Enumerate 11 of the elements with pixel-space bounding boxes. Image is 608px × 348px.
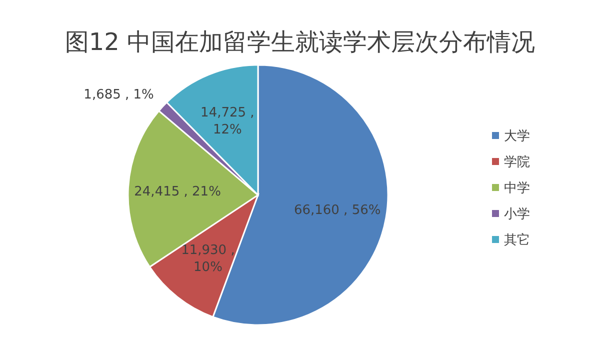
data-label: 24,415 , 21%: [134, 184, 221, 200]
legend-label: 小学: [504, 207, 530, 222]
legend-label: 其它: [504, 232, 530, 248]
legend-label: 中学: [504, 181, 530, 196]
data-label: 11,930 , 10%: [181, 243, 235, 276]
legend-label: 学院: [504, 155, 530, 170]
data-label: 66,160 , 56%: [294, 203, 381, 218]
data-label: 1,685 , 1%: [84, 87, 154, 102]
legend-label: 大学: [504, 129, 530, 144]
chart-title: 图12 中国在加留学生就读学术层次分布情况: [64, 28, 536, 56]
data-label: 14,725 , 12%: [200, 105, 254, 138]
